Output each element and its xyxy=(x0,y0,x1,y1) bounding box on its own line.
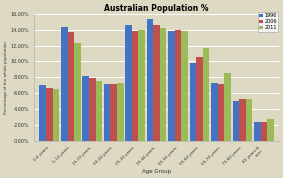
Bar xyxy=(160,28,166,141)
Bar xyxy=(104,84,110,141)
Bar xyxy=(203,48,209,141)
Bar xyxy=(40,85,46,141)
Bar xyxy=(61,27,68,141)
Bar xyxy=(181,31,188,141)
Bar xyxy=(132,31,138,141)
Bar xyxy=(196,57,203,141)
Bar xyxy=(233,101,239,141)
Bar xyxy=(96,81,102,141)
Bar xyxy=(110,84,117,141)
Bar xyxy=(246,100,252,141)
Bar xyxy=(190,63,196,141)
Bar xyxy=(224,73,231,141)
Bar xyxy=(168,31,175,141)
Bar xyxy=(239,99,246,141)
Bar xyxy=(211,83,218,141)
Bar xyxy=(138,30,145,141)
Bar xyxy=(153,25,160,141)
Bar xyxy=(267,119,274,141)
Bar xyxy=(125,25,132,141)
Legend: 1996, 2006, 2011: 1996, 2006, 2011 xyxy=(258,12,278,32)
Bar xyxy=(74,43,81,141)
Bar xyxy=(89,78,96,141)
Bar xyxy=(68,32,74,141)
Bar xyxy=(175,30,181,141)
Bar xyxy=(218,84,224,141)
Bar xyxy=(261,122,267,141)
Bar xyxy=(53,89,59,141)
Title: Australian Population %: Australian Population % xyxy=(104,4,209,13)
Bar xyxy=(147,19,153,141)
Y-axis label: Percentage of the whole population: Percentage of the whole population xyxy=(4,41,8,114)
Bar xyxy=(254,122,261,141)
Bar xyxy=(46,88,53,141)
Bar xyxy=(82,76,89,141)
X-axis label: Age Group: Age Group xyxy=(142,169,171,174)
Bar xyxy=(117,83,124,141)
